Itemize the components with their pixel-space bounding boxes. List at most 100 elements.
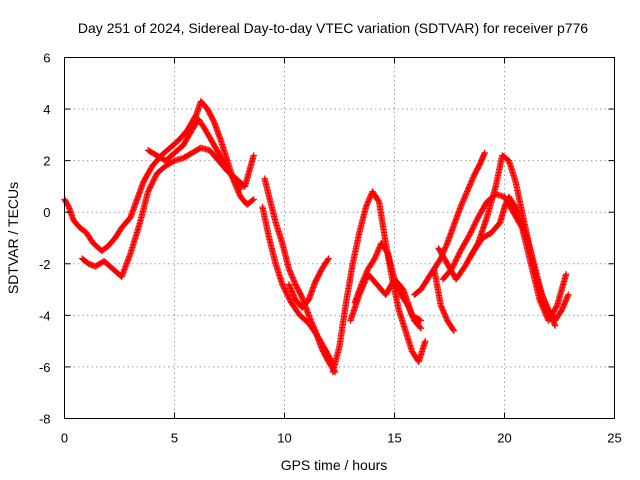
- data-point: [416, 323, 424, 331]
- data-point: [470, 223, 477, 231]
- series-track-6: [285, 255, 332, 311]
- data-point: [455, 250, 463, 257]
- series-track-3: [144, 116, 244, 193]
- y-tick-label: 6: [43, 51, 50, 66]
- data-point: [550, 318, 557, 325]
- data-point: [469, 225, 476, 232]
- data-point: [285, 293, 292, 301]
- data-point: [250, 152, 257, 159]
- data-point: [553, 303, 560, 310]
- data-point: [467, 229, 474, 236]
- data-point: [450, 261, 457, 268]
- series-track-12: [466, 152, 559, 329]
- data-point: [453, 254, 461, 262]
- data-point: [144, 188, 152, 195]
- series-track-9: [347, 270, 425, 324]
- data-point: [152, 173, 159, 180]
- data-point: [417, 317, 425, 324]
- data-point: [559, 305, 566, 312]
- data-point: [250, 196, 257, 203]
- series-track-14: [411, 265, 458, 335]
- data-point: [562, 298, 569, 305]
- data-point: [383, 248, 391, 256]
- series-track-2: [78, 144, 257, 280]
- data-point: [236, 184, 243, 191]
- data-point: [283, 290, 291, 298]
- data-point: [237, 185, 244, 193]
- x-axis-ticks: 0 5 10 15 20 25: [61, 57, 622, 446]
- data-point: [563, 294, 571, 301]
- data-point: [285, 295, 293, 302]
- y-tick-label: 0: [43, 205, 50, 220]
- data-point: [453, 256, 460, 263]
- data-point: [148, 180, 156, 187]
- y-tick-label: 4: [43, 102, 50, 117]
- data-point: [417, 325, 425, 332]
- x-tick-label: 20: [497, 431, 511, 446]
- data-point: [279, 282, 287, 290]
- data-point: [560, 301, 568, 308]
- x-axis-label: GPS time / hours: [281, 457, 388, 473]
- data-point: [470, 222, 478, 229]
- series-track-5: [259, 203, 337, 368]
- data-point: [448, 265, 455, 273]
- y-tick-label: -2: [39, 257, 51, 272]
- y-tick-label: -6: [39, 360, 51, 375]
- data-point: [451, 260, 458, 267]
- grid: [64, 57, 615, 419]
- data-point: [472, 219, 479, 227]
- data-point: [471, 221, 478, 228]
- data-point: [279, 281, 286, 288]
- data-point: [147, 182, 155, 190]
- series-track-4: [261, 175, 339, 376]
- data-point: [148, 181, 155, 188]
- data-point: [149, 178, 157, 186]
- data-point: [466, 230, 474, 238]
- x-tick-label: 15: [387, 431, 401, 446]
- series-track-7: [329, 188, 429, 376]
- data-point: [282, 288, 289, 295]
- data-point: [249, 196, 256, 204]
- data-point: [324, 256, 331, 264]
- data-point: [422, 337, 429, 345]
- data-point: [449, 326, 457, 333]
- data-point: [449, 264, 456, 271]
- data-point: [145, 186, 152, 194]
- data-point: [325, 255, 332, 262]
- data-point: [539, 294, 547, 301]
- data-point: [280, 283, 287, 291]
- data-point: [473, 216, 480, 224]
- data-points: [61, 98, 572, 376]
- data-point: [449, 262, 457, 270]
- y-axis-ticks: -8 -6 -4 -2 0 2 4 6: [39, 51, 615, 427]
- y-axis-label: SDTVAR / TECUs: [5, 182, 21, 294]
- data-point: [286, 296, 293, 303]
- x-tick-label: 5: [171, 431, 178, 446]
- data-point: [481, 149, 488, 157]
- data-point: [466, 232, 473, 239]
- data-point: [468, 228, 475, 235]
- data-point: [562, 270, 570, 278]
- series-track-13: [439, 190, 570, 324]
- data-point: [375, 197, 382, 204]
- data-point: [544, 304, 551, 311]
- data-point: [518, 223, 525, 230]
- data-point: [146, 184, 154, 191]
- data-point: [416, 316, 423, 323]
- y-tick-label: -8: [39, 412, 51, 427]
- data-point: [281, 285, 288, 292]
- data-point: [281, 286, 289, 294]
- data-point: [146, 185, 153, 193]
- data-point: [452, 257, 459, 264]
- y-tick-label: 2: [43, 154, 50, 169]
- data-point: [565, 291, 572, 298]
- y-tick-label: -4: [39, 308, 51, 323]
- chart-title: Day 251 of 2024, Sidereal Day-to-day VTE…: [78, 20, 588, 36]
- data-point: [472, 218, 480, 225]
- data-point: [283, 289, 290, 296]
- data-point: [551, 322, 559, 329]
- x-tick-label: 0: [61, 431, 68, 446]
- data-point: [284, 292, 291, 299]
- x-tick-label: 25: [607, 431, 621, 446]
